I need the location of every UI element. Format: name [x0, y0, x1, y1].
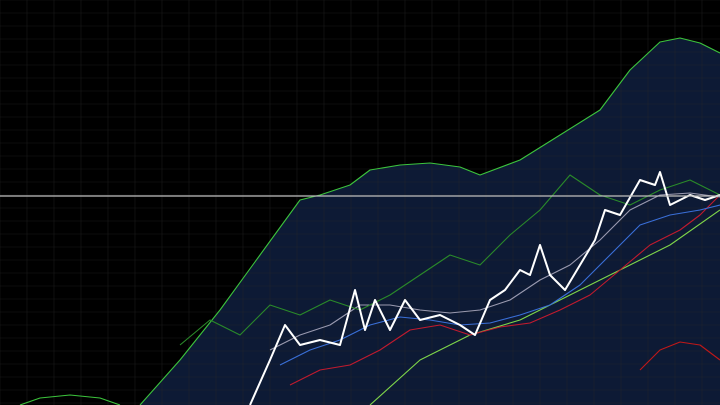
series-line	[369, 209, 720, 405]
series-line	[639, 341, 720, 371]
series-line	[269, 192, 720, 351]
series-line	[289, 194, 720, 386]
series-line	[19, 394, 121, 405]
series-line	[139, 37, 720, 405]
series-line	[179, 174, 720, 346]
series-line	[249, 171, 720, 405]
series-line	[279, 204, 720, 366]
